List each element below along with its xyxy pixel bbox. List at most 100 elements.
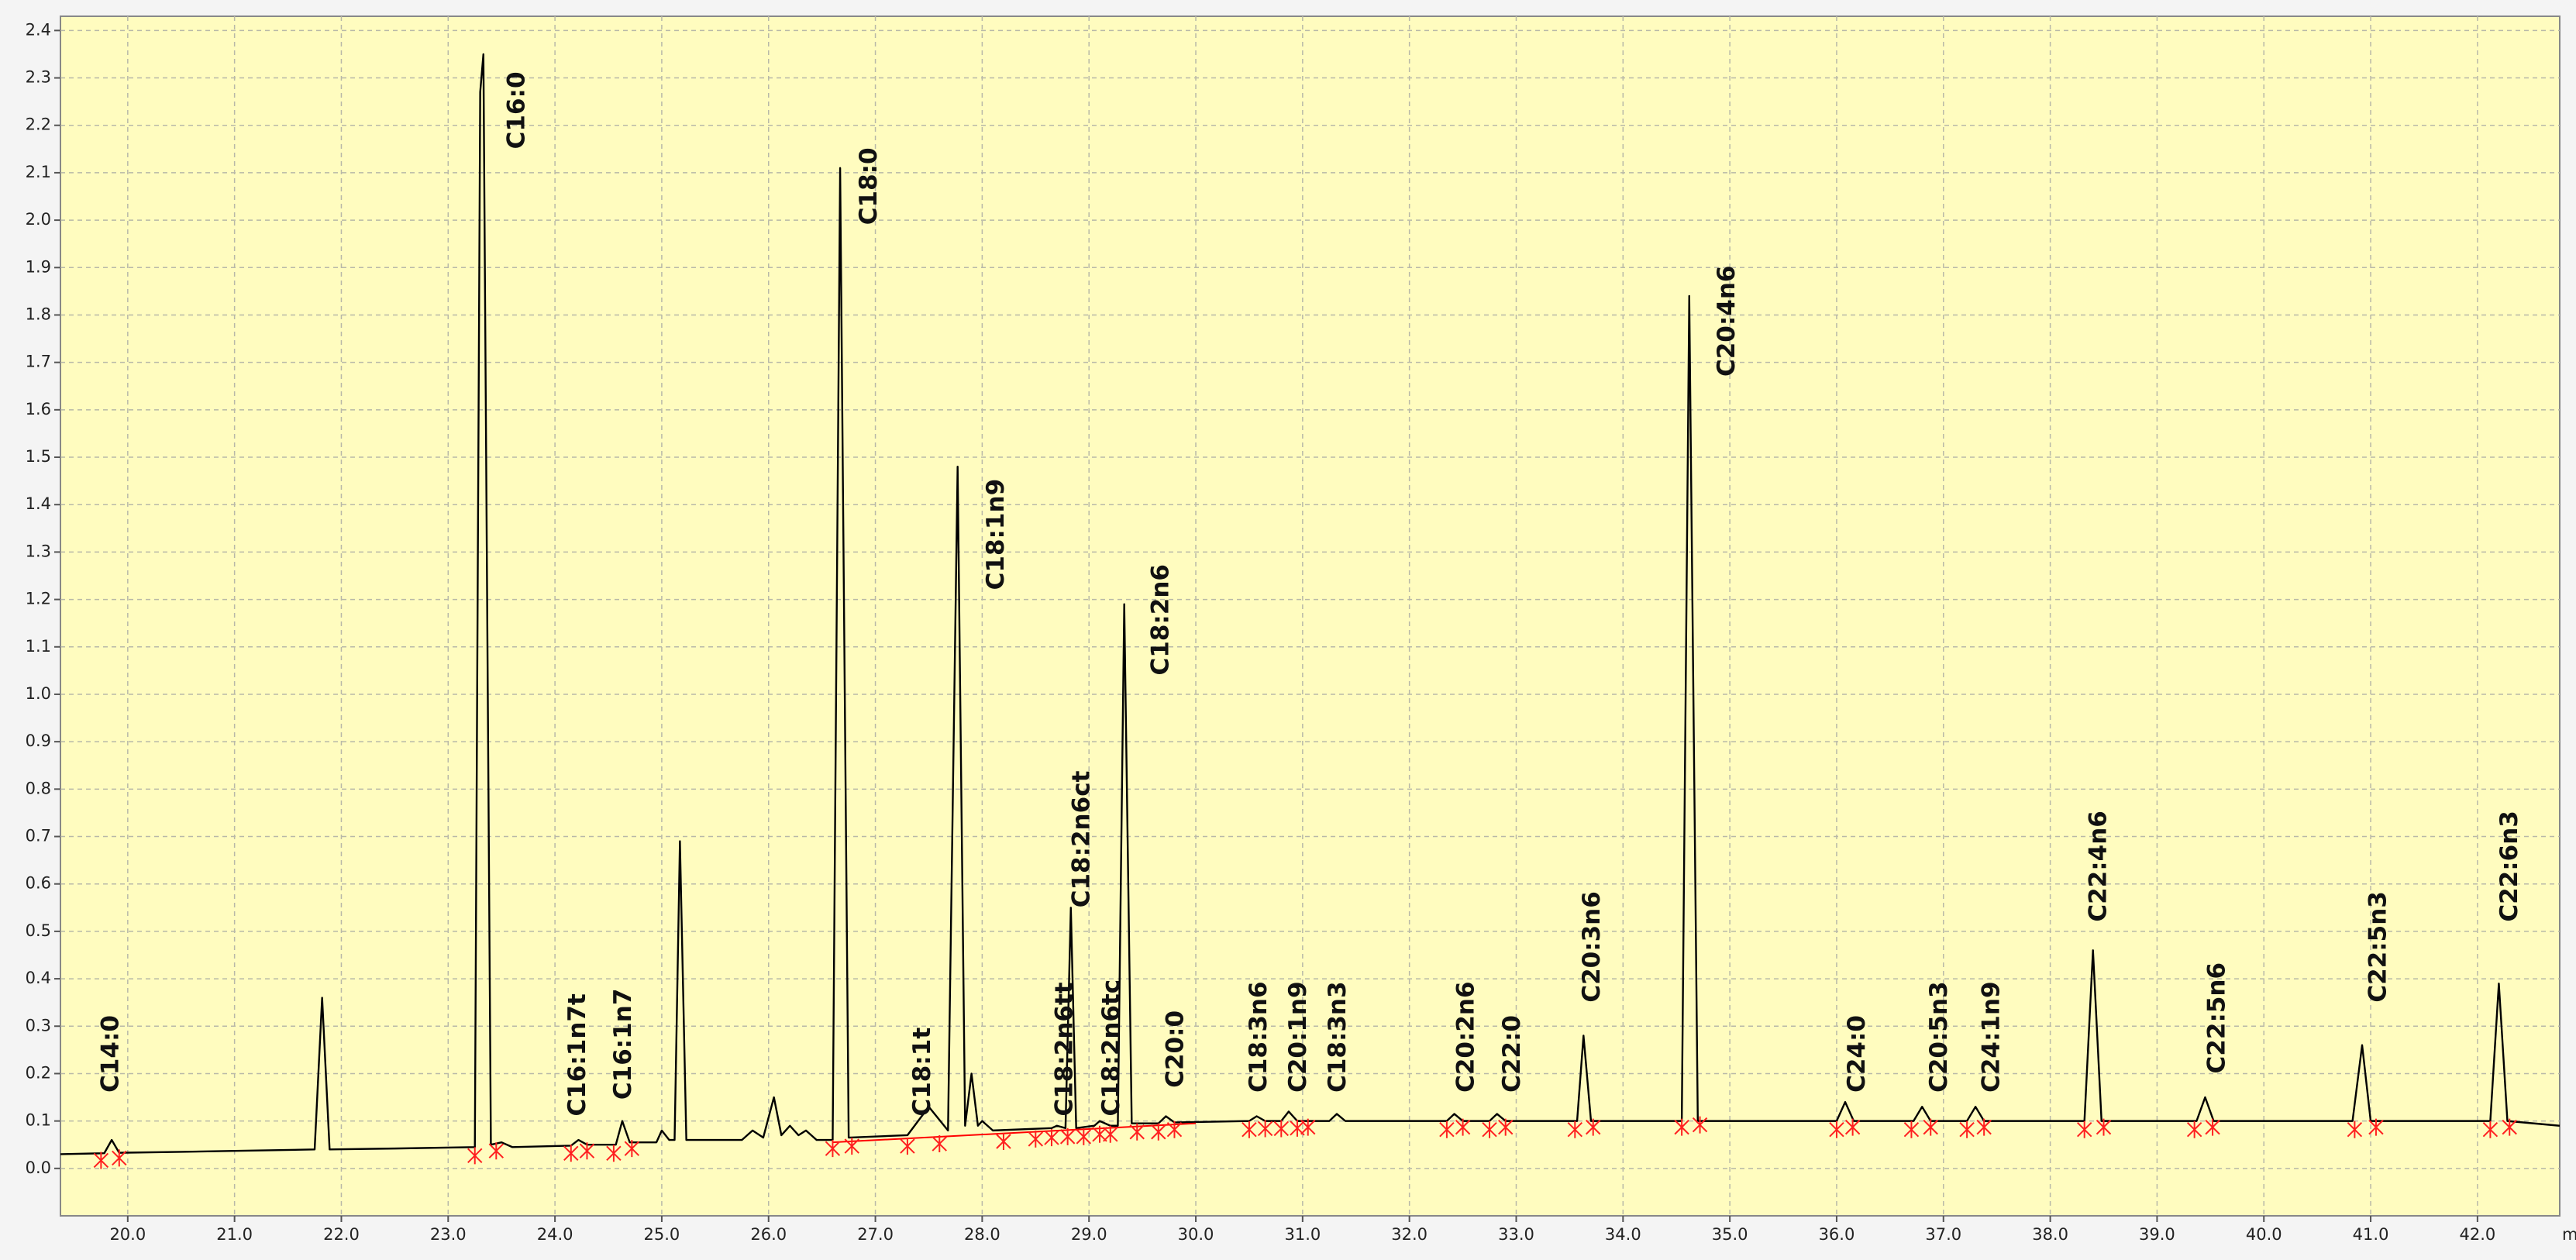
x-tick-label: 39.0 — [2139, 1225, 2175, 1244]
x-tick-label: 40.0 — [2246, 1225, 2282, 1244]
integration-mark — [1059, 1127, 1076, 1145]
integration-mark — [1300, 1118, 1316, 1136]
integration-mark — [932, 1135, 947, 1153]
peak-label: C18:0 — [855, 147, 883, 225]
integration-mark — [844, 1138, 859, 1155]
x-tick-label: 31.0 — [1284, 1225, 1321, 1244]
integration-mark — [2502, 1118, 2517, 1136]
integration-mark — [1923, 1118, 1938, 1136]
integration-mark — [488, 1142, 505, 1160]
integration-mark — [1692, 1116, 1708, 1134]
peak-label: C24:1n9 — [1978, 981, 2006, 1093]
peak-label: C18:2n6 — [1146, 564, 1174, 676]
integration-mark — [1257, 1120, 1273, 1138]
peak-label: C16:1n7 — [609, 989, 637, 1100]
x-tick-label: 25.0 — [644, 1225, 680, 1244]
peak-label: C16:0 — [502, 71, 530, 149]
peak-label: C14:0 — [97, 1015, 125, 1093]
integration-mark — [1044, 1129, 1059, 1147]
y-tick-label: 0.6 — [26, 874, 51, 893]
y-tick-label: 1.5 — [26, 447, 51, 466]
integration-mark — [1482, 1121, 1497, 1138]
integration-mark — [1567, 1121, 1582, 1138]
integration-mark — [900, 1138, 915, 1155]
x-tick-label: 36.0 — [1819, 1225, 1855, 1244]
y-tick-label: 0.5 — [26, 921, 51, 940]
x-tick-label: 41.0 — [2353, 1225, 2389, 1244]
peak-label: C22:4n6 — [2084, 811, 2112, 922]
peak-label: C20:3n6 — [1578, 891, 1606, 1003]
integration-mark — [93, 1152, 109, 1169]
peak-label: C22:5n6 — [2202, 962, 2230, 1074]
y-tick-label: 0.3 — [26, 1016, 51, 1035]
y-tick-label: 0.9 — [26, 732, 51, 750]
x-tick-label: 35.0 — [1712, 1225, 1748, 1244]
peak-label: C20:4n6 — [1713, 266, 1741, 377]
peak-label: C18:2n6ct — [1067, 770, 1095, 907]
x-tick-label: 37.0 — [1925, 1225, 1961, 1244]
peak-label: C18:1t — [908, 1028, 936, 1117]
y-tick-label: 1.7 — [26, 353, 51, 371]
integration-mark — [112, 1149, 127, 1167]
peak-label: C20:0 — [1162, 1010, 1190, 1088]
y-tick-label: 2.4 — [26, 20, 51, 39]
y-tick-label: 0.4 — [26, 969, 51, 987]
integration-mark — [1242, 1121, 1257, 1138]
integration-mark — [2096, 1118, 2112, 1136]
y-tick-label: 1.6 — [26, 400, 51, 418]
peak-label: C18:2n6tc — [1097, 979, 1125, 1117]
integration-mark — [2368, 1118, 2384, 1136]
integration-mark — [467, 1147, 483, 1165]
x-tick-label: 21.0 — [216, 1225, 253, 1244]
y-tick-label: 2.2 — [26, 115, 51, 134]
integration-mark — [1498, 1118, 1514, 1136]
x-tick-label: 20.0 — [109, 1225, 146, 1244]
integration-mark — [2482, 1121, 2499, 1138]
y-tick-label: 1.9 — [26, 257, 51, 276]
integration-mark — [2186, 1121, 2202, 1138]
integration-mark — [1959, 1121, 1975, 1138]
y-tick-label: 1.0 — [26, 684, 51, 703]
integration-mark — [624, 1140, 640, 1158]
peak-label: C18:2n6tt — [1050, 982, 1078, 1116]
integration-mark — [1844, 1118, 1861, 1136]
x-tick-label: 24.0 — [537, 1225, 573, 1244]
integration-mark — [1439, 1121, 1455, 1138]
integration-mark — [606, 1145, 622, 1162]
integration-mark — [2205, 1118, 2220, 1136]
y-tick-label: 0.1 — [26, 1111, 51, 1130]
integration-mark — [1103, 1125, 1118, 1143]
y-tick-label: 0.2 — [26, 1063, 51, 1082]
integration-mark — [1028, 1130, 1044, 1148]
x-tick-label: 28.0 — [964, 1225, 1000, 1244]
peak-label: C18:3n3 — [1324, 981, 1352, 1093]
x-tick-label: 27.0 — [857, 1225, 894, 1244]
x-tick-label: 22.0 — [323, 1225, 360, 1244]
integration-mark — [1273, 1120, 1289, 1138]
y-tick-label: 0.0 — [26, 1158, 51, 1177]
integration-mark — [1129, 1123, 1145, 1141]
x-tick-label: 38.0 — [2032, 1225, 2068, 1244]
integration-mark — [1092, 1125, 1107, 1143]
peak-label: C18:1n9 — [982, 479, 1010, 590]
peak-label: C18:3n6 — [1245, 981, 1273, 1093]
integration-mark — [1455, 1118, 1471, 1136]
integration-mark — [2347, 1121, 2363, 1138]
integration-mark — [2076, 1121, 2092, 1138]
y-tick-label: 0.8 — [26, 779, 51, 797]
integration-mark — [1166, 1121, 1183, 1138]
y-tick-label: 1.3 — [26, 542, 51, 560]
y-tick-label: 1.4 — [26, 494, 51, 513]
integration-mark — [996, 1132, 1011, 1150]
y-tick-label: 1.8 — [26, 305, 51, 323]
integration-mark — [1151, 1123, 1166, 1141]
y-tick-label: 2.0 — [26, 210, 51, 229]
peak-label: C22:6n3 — [2495, 811, 2523, 922]
peak-label: C16:1n7t — [563, 993, 591, 1116]
y-tick-label: 1.2 — [26, 590, 51, 608]
integration-mark — [1829, 1121, 1844, 1138]
x-tick-label: 42.0 — [2459, 1225, 2495, 1244]
y-tick-label: 0.7 — [26, 827, 51, 845]
integration-mark — [1586, 1118, 1601, 1136]
integration-mark — [1903, 1121, 1920, 1138]
